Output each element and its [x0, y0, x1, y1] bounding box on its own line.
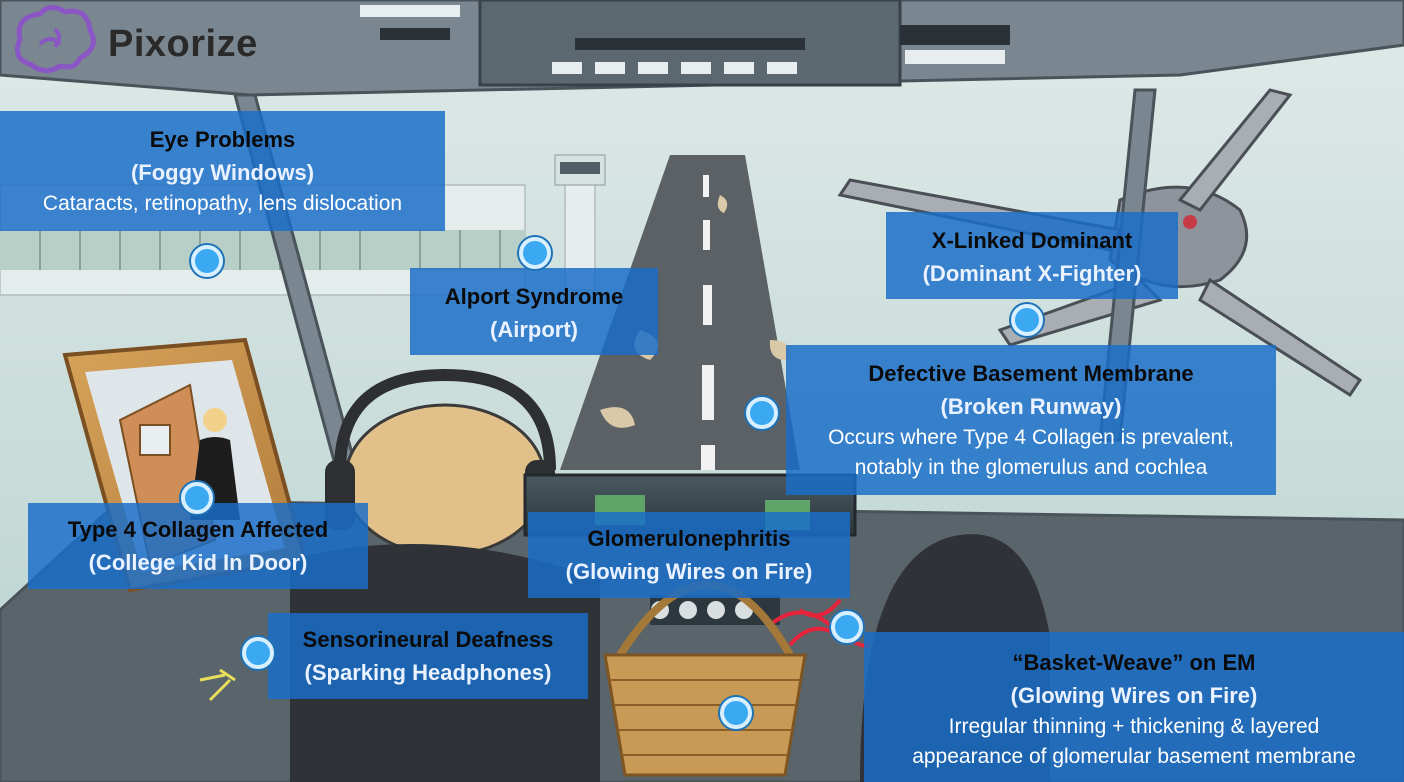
label-subtitle: (Dominant X-Fighter): [922, 261, 1142, 286]
overhead-panel: [360, 0, 1010, 87]
label-title: Type 4 Collagen Affected: [67, 517, 329, 542]
label-subtitle: (Glowing Wires on Fire): [1010, 683, 1258, 708]
label-title: Glomerulonephritis: [587, 526, 791, 551]
brand-name: Pixorize: [108, 22, 258, 65]
hotspot-eye-problems[interactable]: [191, 245, 223, 277]
label-glomerulonephritis[interactable]: Glomerulonephritis (Glowing Wires on Fir…: [528, 512, 850, 598]
label-subtitle: (Airport): [490, 317, 578, 342]
label-subtitle: (College Kid In Door): [88, 550, 308, 575]
hotspot-basket-weave[interactable]: [720, 697, 752, 729]
label-title: Defective Basement Membrane: [868, 361, 1194, 386]
label-detail: Cataracts, retinopathy, lens dislocation: [42, 192, 403, 215]
hotspot-glomerulonephritis[interactable]: [831, 611, 863, 643]
label-detail: appearance of glomerular basement membra…: [912, 745, 1356, 769]
label-detail: notably in the glomerulus and cochlea: [854, 456, 1208, 480]
label-defective-basement-membrane[interactable]: Defective Basement Membrane (Broken Runw…: [786, 345, 1276, 495]
hotspot-type4-collagen[interactable]: [181, 482, 213, 514]
label-title: Sensorineural Deafness: [302, 627, 554, 652]
label-detail: Occurs where Type 4 Collagen is prevalen…: [828, 426, 1234, 449]
label-subtitle: (Foggy Windows): [130, 160, 315, 185]
label-subtitle: (Sparking Headphones): [304, 660, 552, 685]
label-type4-collagen[interactable]: Type 4 Collagen Affected (College Kid In…: [28, 503, 368, 589]
label-detail: Irregular thinning + thickening & layere…: [948, 715, 1320, 738]
hotspot-sensorineural-deafness[interactable]: [242, 637, 274, 669]
label-title: “Basket-Weave” on EM: [1012, 650, 1256, 675]
label-x-linked-dominant[interactable]: X-Linked Dominant (Dominant X-Fighter): [886, 212, 1178, 299]
label-basket-weave[interactable]: “Basket-Weave” on EM (Glowing Wires on F…: [864, 632, 1404, 782]
label-subtitle: (Glowing Wires on Fire): [565, 559, 813, 584]
label-alport-syndrome[interactable]: Alport Syndrome (Airport): [410, 268, 658, 355]
hotspot-x-linked-dominant[interactable]: [1011, 304, 1043, 336]
label-title: Alport Syndrome: [444, 284, 624, 309]
hotspot-defective-basement-membrane[interactable]: [746, 397, 778, 429]
pixorize-logo: Pixorize: [10, 4, 258, 84]
label-sensorineural-deafness[interactable]: Sensorineural Deafness (Sparking Headpho…: [268, 613, 588, 699]
label-title: X-Linked Dominant: [931, 228, 1133, 253]
label-eye-problems[interactable]: Eye Problems (Foggy Windows) Cataracts, …: [0, 111, 445, 231]
brain-icon: [15, 5, 96, 73]
hotspot-alport-syndrome[interactable]: [519, 237, 551, 269]
label-title: Eye Problems: [149, 127, 296, 152]
label-subtitle: (Broken Runway): [940, 394, 1122, 419]
